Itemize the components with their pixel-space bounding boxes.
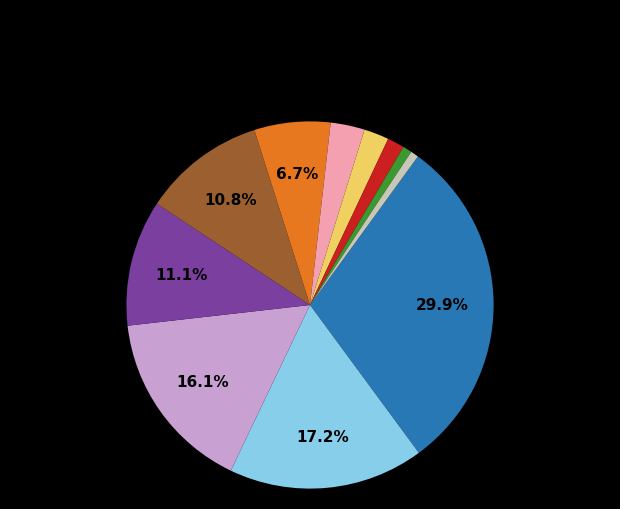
Text: 6.7%: 6.7%: [276, 166, 318, 182]
Wedge shape: [310, 130, 388, 305]
Wedge shape: [254, 122, 330, 305]
Text: 11.1%: 11.1%: [155, 267, 208, 282]
Wedge shape: [126, 204, 310, 326]
Wedge shape: [310, 153, 418, 305]
Legend: £300k-£400k, £250k-£300k, £400k-£500k, £500k-£750k, £200k-£250k, £150k-£200k, £7: £300k-£400k, £250k-£300k, £400k-£500k, £…: [112, 0, 508, 7]
Text: 10.8%: 10.8%: [204, 193, 257, 208]
Wedge shape: [157, 131, 310, 305]
Wedge shape: [310, 157, 494, 453]
Wedge shape: [128, 305, 310, 471]
Text: 16.1%: 16.1%: [176, 375, 229, 389]
Wedge shape: [231, 305, 419, 489]
Wedge shape: [310, 139, 404, 305]
Text: 29.9%: 29.9%: [416, 297, 469, 313]
Wedge shape: [310, 123, 365, 305]
Wedge shape: [310, 148, 411, 305]
Text: 17.2%: 17.2%: [296, 429, 349, 444]
